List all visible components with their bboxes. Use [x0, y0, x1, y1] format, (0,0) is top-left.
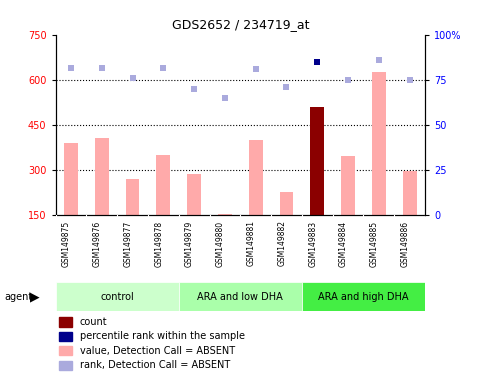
Text: GSM149879: GSM149879: [185, 220, 194, 266]
Point: [221, 95, 229, 101]
Text: agent: agent: [5, 291, 33, 302]
Text: GSM149883: GSM149883: [308, 220, 317, 266]
Text: GSM149875: GSM149875: [62, 220, 71, 266]
Point: [313, 59, 321, 65]
Text: ▶: ▶: [30, 290, 40, 303]
Bar: [218, 214, 232, 215]
Bar: [56, 282, 179, 311]
Text: count: count: [80, 317, 107, 327]
Bar: [249, 140, 263, 215]
Point: [252, 66, 259, 72]
Text: GSM149882: GSM149882: [277, 220, 286, 266]
Bar: [403, 171, 416, 215]
Text: GSM149886: GSM149886: [400, 220, 410, 266]
Text: rank, Detection Call = ABSENT: rank, Detection Call = ABSENT: [80, 360, 230, 370]
Text: GSM149876: GSM149876: [93, 220, 102, 266]
Point: [159, 65, 167, 71]
Bar: [311, 107, 324, 215]
Bar: [59, 346, 72, 356]
Bar: [179, 282, 302, 311]
Point: [128, 75, 136, 81]
Bar: [126, 179, 140, 215]
Point: [67, 65, 75, 71]
Text: GSM149881: GSM149881: [247, 220, 256, 266]
Text: ARA and low DHA: ARA and low DHA: [198, 291, 283, 302]
Bar: [156, 155, 170, 215]
Point: [283, 84, 290, 90]
Text: ARA and high DHA: ARA and high DHA: [318, 291, 409, 302]
Point: [190, 86, 198, 92]
Bar: [59, 332, 72, 341]
Text: GSM149884: GSM149884: [339, 220, 348, 266]
Text: GSM149877: GSM149877: [124, 220, 132, 266]
Bar: [280, 192, 293, 215]
Text: value, Detection Call = ABSENT: value, Detection Call = ABSENT: [80, 346, 235, 356]
Bar: [187, 174, 201, 215]
Text: GDS2652 / 234719_at: GDS2652 / 234719_at: [171, 18, 309, 31]
Bar: [302, 282, 425, 311]
Bar: [59, 318, 72, 327]
Bar: [341, 156, 355, 215]
Bar: [372, 72, 386, 215]
Text: GSM149878: GSM149878: [154, 220, 163, 266]
Point: [375, 57, 383, 63]
Text: control: control: [100, 291, 134, 302]
Text: GSM149885: GSM149885: [370, 220, 379, 266]
Bar: [64, 143, 78, 215]
Point: [406, 77, 413, 83]
Point: [344, 77, 352, 83]
Point: [98, 65, 106, 71]
Text: percentile rank within the sample: percentile rank within the sample: [80, 331, 244, 341]
Bar: [95, 138, 109, 215]
Text: GSM149880: GSM149880: [216, 220, 225, 266]
Bar: [59, 361, 72, 370]
